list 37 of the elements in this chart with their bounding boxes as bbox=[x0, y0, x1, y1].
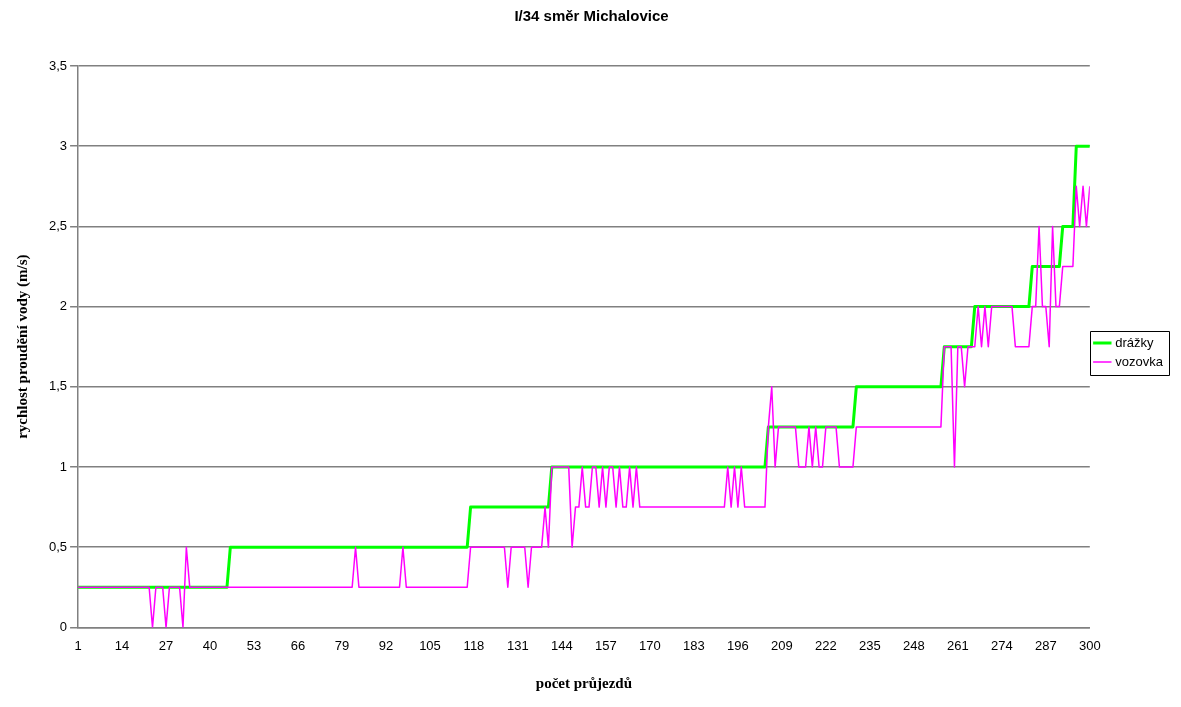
x-tick-label: 144 bbox=[551, 637, 573, 653]
y-tick-label: 1,5 bbox=[48, 378, 68, 394]
x-tick-label: 209 bbox=[771, 637, 793, 653]
x-tick-label: 40 bbox=[202, 637, 218, 653]
x-tick-label: 196 bbox=[727, 637, 749, 653]
x-tick-label: 66 bbox=[290, 637, 306, 653]
legend-label: vozovka bbox=[1115, 353, 1164, 369]
y-axis-title: rychlost proudění vody (m/s) bbox=[13, 254, 31, 439]
x-tick-label: 261 bbox=[946, 637, 969, 653]
y-tick-label: 3,5 bbox=[48, 57, 68, 73]
x-axis-title: počet průjezdů bbox=[535, 674, 633, 691]
y-tick-label: 2,5 bbox=[48, 217, 68, 233]
x-tick-label: 235 bbox=[859, 637, 881, 653]
x-tick-label: 27 bbox=[158, 637, 174, 653]
x-tick-label: 300 bbox=[1078, 637, 1101, 653]
x-tick-label: 92 bbox=[378, 637, 394, 653]
x-tick-label: 79 bbox=[334, 637, 350, 653]
x-tick-label: 274 bbox=[990, 637, 1013, 653]
x-tick-label: 131 bbox=[507, 637, 529, 653]
y-tick-label: 1 bbox=[59, 458, 68, 474]
y-tick-label: 0,5 bbox=[48, 538, 68, 554]
x-tick-label: 1 bbox=[74, 637, 82, 653]
chart-title: I/34 směr Michalovice bbox=[514, 7, 669, 25]
x-tick-label: 287 bbox=[1034, 637, 1057, 653]
x-tick-label: 105 bbox=[419, 637, 441, 653]
y-tick-label: 3 bbox=[59, 137, 68, 153]
x-tick-label: 248 bbox=[903, 637, 925, 653]
x-tick-label: 118 bbox=[463, 637, 485, 653]
x-tick-label: 170 bbox=[639, 637, 661, 653]
x-tick-label: 53 bbox=[246, 637, 262, 653]
y-tick-label: 0 bbox=[59, 618, 68, 634]
x-tick-label: 183 bbox=[683, 637, 705, 653]
x-tick-label: 14 bbox=[114, 637, 130, 653]
legend-label: drážky bbox=[1115, 334, 1155, 350]
x-tick-label: 222 bbox=[815, 637, 837, 653]
x-tick-label: 157 bbox=[595, 637, 617, 653]
y-tick-label: 2 bbox=[59, 298, 68, 314]
